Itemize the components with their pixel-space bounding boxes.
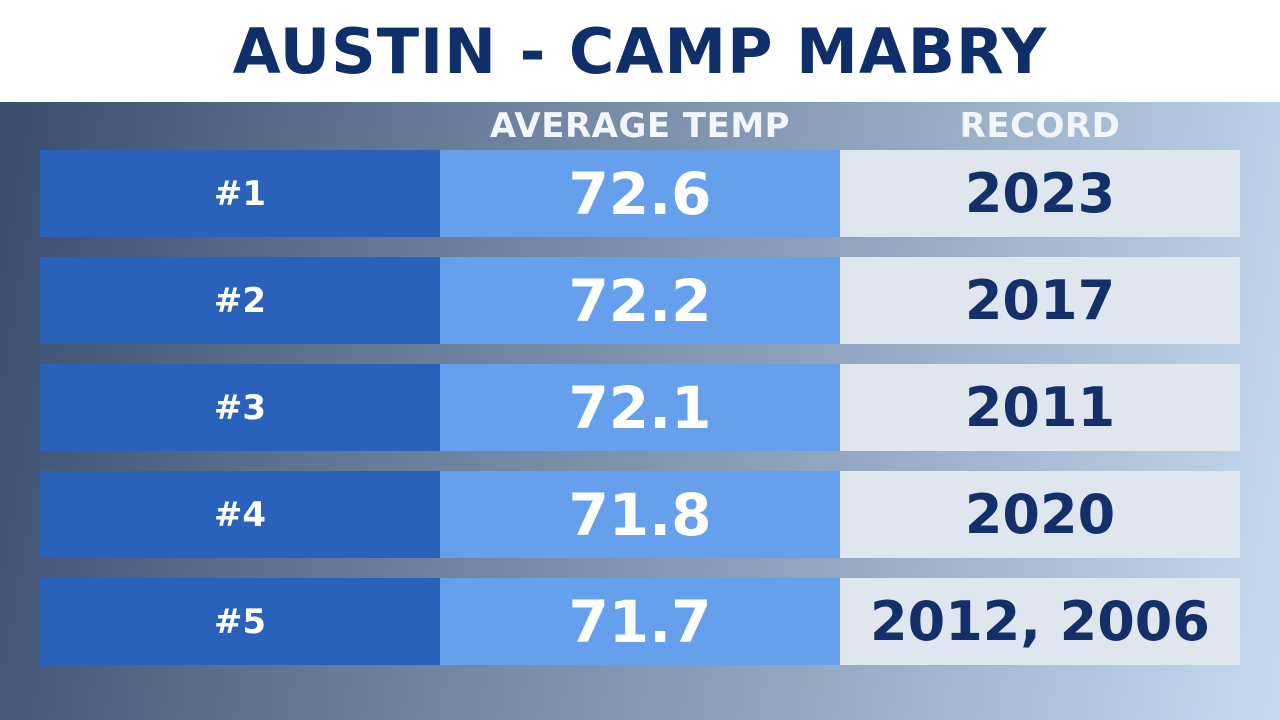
average-temp-cell: 72.6 (440, 150, 840, 237)
record-year-cell: 2020 (840, 471, 1240, 558)
rank-cell: #1 (40, 150, 440, 237)
record-year-cell: 2023 (840, 150, 1240, 237)
rank-cell: #2 (40, 257, 440, 344)
record-year-cell: 2011 (840, 364, 1240, 451)
rank-cell: #4 (40, 471, 440, 558)
table-row: #5 71.7 2012, 2006 (40, 578, 1240, 665)
record-year-cell: 2012, 2006 (840, 578, 1240, 665)
table-row: #3 72.1 2011 (40, 364, 1240, 451)
table-row: #1 72.6 2023 (40, 150, 1240, 237)
table-row: #2 72.2 2017 (40, 257, 1240, 344)
rank-cell: #5 (40, 578, 440, 665)
record-year-cell: 2017 (840, 257, 1240, 344)
column-header-record: RECORD (959, 106, 1121, 146)
average-temp-cell: 71.8 (440, 471, 840, 558)
title-bar: AUSTIN - CAMP MABRY (0, 0, 1280, 102)
column-header-average-temp: AVERAGE TEMP (489, 106, 791, 146)
table-row: #4 71.8 2020 (40, 471, 1240, 558)
rank-cell: #3 (40, 364, 440, 451)
average-temp-cell: 72.2 (440, 257, 840, 344)
page-title: AUSTIN - CAMP MABRY (232, 15, 1048, 88)
average-temp-cell: 71.7 (440, 578, 840, 665)
average-temp-cell: 72.1 (440, 364, 840, 451)
